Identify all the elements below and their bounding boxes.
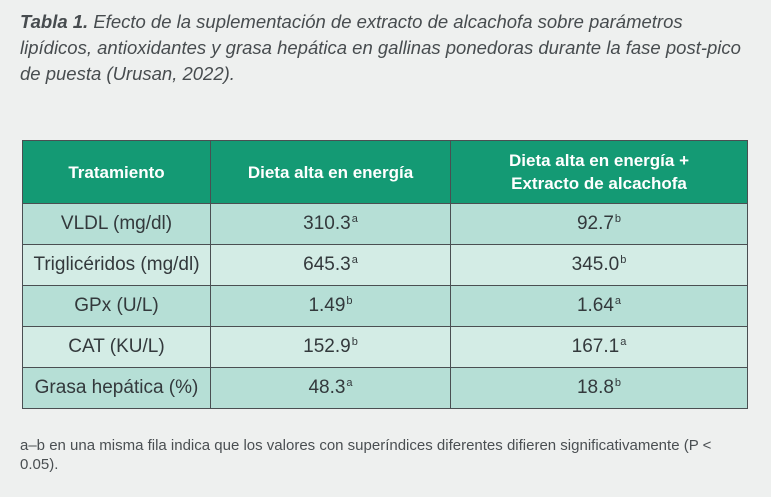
table-row: CAT (KU/L) 152.9b 167.1a (22, 326, 748, 368)
significance-superscript: a (620, 336, 627, 348)
header-high-energy-artichoke: Dieta alta en energía + Extracto de alca… (450, 140, 748, 204)
caption-text: Efecto de la suplementación de extracto … (20, 11, 741, 84)
row-high-energy-value: 310.3a (210, 203, 451, 245)
row-parameter: VLDL (mg/dl) (22, 203, 211, 245)
header-high-energy-artichoke-line2: Extracto de alcachofa (511, 174, 687, 193)
header-treatment: Tratamiento (22, 140, 211, 204)
results-table: Tratamiento Dieta alta en energía Dieta … (22, 140, 748, 409)
significance-superscript: a (351, 254, 358, 266)
table-row: VLDL (mg/dl) 310.3a 92.7b (22, 203, 748, 245)
table-footnote: a–b en una misma fila indica que los val… (20, 437, 712, 473)
row-high-energy-value: 152.9b (210, 326, 451, 368)
significance-superscript: b (620, 254, 627, 266)
row-high-energy-value: 645.3a (210, 244, 451, 286)
significance-superscript: b (351, 336, 358, 348)
table-header-row: Tratamiento Dieta alta en energía Dieta … (22, 140, 748, 204)
table-caption: Tabla 1. Efecto de la suplementación de … (20, 9, 750, 87)
row-artichoke-value: 167.1a (450, 326, 748, 368)
header-high-energy-diet: Dieta alta en energía (210, 140, 451, 204)
significance-superscript: b (346, 295, 353, 307)
row-artichoke-value: 92.7b (450, 203, 748, 245)
significance-superscript: b (614, 377, 622, 389)
significance-superscript: a (351, 213, 358, 225)
row-parameter: Triglicéridos (mg/dl) (22, 244, 211, 286)
row-parameter: CAT (KU/L) (22, 326, 211, 368)
row-high-energy-value: 48.3a (210, 367, 451, 409)
row-parameter: GPx (U/L) (22, 285, 211, 327)
row-parameter: Grasa hepática (%) (22, 367, 211, 409)
header-high-energy-artichoke-line1: Dieta alta en energía + (509, 151, 689, 170)
row-high-energy-value: 1.49b (210, 285, 451, 327)
row-artichoke-value: 18.8b (450, 367, 748, 409)
row-artichoke-value: 1.64a (450, 285, 748, 327)
caption-label: Tabla 1. (20, 11, 89, 32)
row-artichoke-value: 345.0b (450, 244, 748, 286)
significance-superscript: b (614, 213, 622, 225)
table-row: Grasa hepática (%) 48.3a 18.8b (22, 367, 748, 409)
table-row: Triglicéridos (mg/dl) 645.3a 345.0b (22, 244, 748, 286)
table-row: GPx (U/L) 1.49b 1.64a (22, 285, 748, 327)
significance-superscript: a (346, 377, 353, 389)
significance-superscript: a (614, 295, 622, 307)
